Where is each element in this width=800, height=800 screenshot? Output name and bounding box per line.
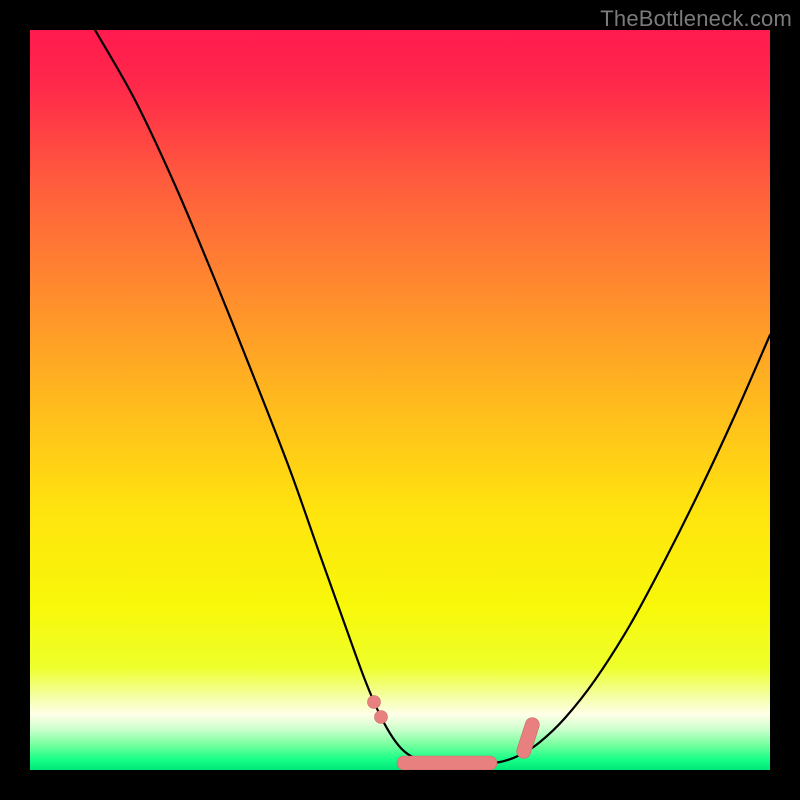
frame-bar-3 — [0, 770, 800, 800]
frame-bar-0 — [0, 0, 30, 800]
plot-gradient-area — [30, 30, 770, 770]
marker-left-1 — [375, 711, 388, 724]
chart-root: TheBottleneck.com — [0, 0, 800, 800]
marker-left-0 — [368, 696, 381, 709]
bottleneck-chart — [0, 0, 800, 800]
frame-bar-1 — [770, 0, 800, 800]
watermark-text: TheBottleneck.com — [600, 6, 792, 32]
marker-bottom-pill — [397, 756, 497, 770]
